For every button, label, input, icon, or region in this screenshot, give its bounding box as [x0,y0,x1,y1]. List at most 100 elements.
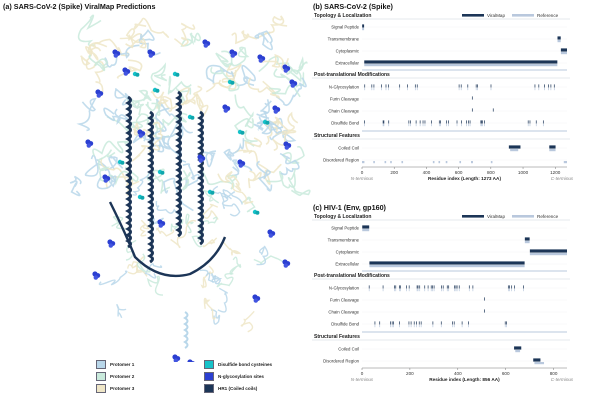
spike-viralmap-n-glycosylation-tick-5 [388,84,389,88]
spike-reference-n-glycosylation-tick-14 [477,88,478,91]
env-reference-disordered-region-seg-0 [534,362,545,365]
glycosylation-sphere [108,243,114,248]
env-x-axis-label: Residue index (Length: 856 AA) [429,377,500,382]
protomer-ribbon [205,64,235,84]
env-viralmap-n-glycosylation-tick-25 [472,285,474,289]
spike-viralmap-disulfide-bond-tick-23 [484,120,485,124]
transmembrane-stem [183,311,189,349]
protomer-ribbon [162,87,190,112]
spike-reference-disulfide-bond-tick-0 [364,124,365,127]
protomer-ribbon [254,30,273,51]
protomer-ribbon [264,15,288,35]
spike-reference-disordered-region-seg-1 [373,161,375,164]
spike-legend-viralmap-label: ViralMap [487,13,505,18]
protomer-ribbon [111,215,126,230]
protomer-ribbon [212,185,232,203]
env-reference-n-glycosylation-tick-2 [394,289,395,292]
spike-reference-disulfide-bond-tick-16 [461,124,462,127]
protomer-ribbon [146,168,171,194]
spike-viralmap-n-glycosylation-tick-4 [385,84,387,88]
env-viralmap-n-glycosylation-tick-4 [399,285,400,289]
protomer-ribbon [275,77,307,107]
spike-reference-disordered-region-seg-4 [401,161,404,164]
spike-reference-disulfide-bond-tick-15 [456,124,458,127]
glycosylation-sphere [273,109,278,114]
env-viralmap-n-glycosylation-tick-10 [419,285,421,289]
env-viralmap-disulfide-bond-tick-0 [374,321,376,325]
spike-reference-disordered-region-seg-7 [445,161,448,164]
spike-viralmap-n-glycosylation-tick-21 [553,84,555,88]
spike-viralmap-disulfide-bond-tick-24 [527,120,529,124]
legend-glycosylation-swatch [204,372,214,381]
env-viralmap-n-glycosylation-tick-3 [395,285,397,289]
protomer-ribbon [180,32,202,47]
protomer-ribbon [210,66,240,92]
env-row-label-transmembrane: Transmembrane [328,238,360,243]
spike-reference-disulfide-bond-tick-27 [542,124,544,127]
protomer-ribbon [104,44,140,68]
env-viralmap-n-glycosylation-tick-21 [455,285,457,289]
protomer-ribbon [96,155,124,172]
spike-reference-disordered-region-seg-2 [384,161,387,164]
protomer-ribbon [273,68,305,87]
env-legend-viralmap-label: ViralMap [487,214,505,219]
env-viralmap-n-glycosylation-tick-22 [456,285,458,289]
protomer-ribbon [231,30,271,45]
disulfide-cysteine-icon [120,160,125,165]
protomer-ribbon [200,265,214,289]
glycosylation-sphere [96,93,102,98]
glycosylation-site-icon [257,54,266,63]
env-viralmap-n-glycosylation-tick-18 [446,285,448,289]
spike-viralmap-n-glycosylation-tick-11 [460,84,462,88]
spike-reference-n-glycosylation-tick-11 [460,88,462,91]
spike-reference-disordered-region-seg-6 [438,161,441,164]
env-reference-disulfide-bond-tick-5 [399,325,400,328]
legend-protomer-1: Protomer 1 [96,360,134,369]
spike-row-label-coiled-coil: Coiled Coil [338,146,359,151]
legend-protomer-3: Protomer 3 [96,384,134,393]
spike-viralmap-disulfide-bond-tick-2 [383,120,385,124]
spike-legend-reference-label: Reference [537,13,559,18]
env-row-label-furin-cleavage: Furin Cleavage [330,298,360,303]
env-viralmap-n-glycosylation-tick-2 [394,285,395,289]
env-viralmap-furin-cleavage-tick-0 [484,297,485,301]
spike-reference-signal-peptide-seg-0 [362,28,365,31]
env-viralmap-n-glycosylation-tick-28 [511,285,513,289]
spike-reference-disulfide-bond-tick-8 [422,124,424,127]
protomer-ribbon [240,310,255,333]
spike-reference-disulfide-bond-tick-25 [529,124,531,127]
protomer-ribbon [272,119,297,151]
spike-reference-disulfide-bond-tick-6 [415,124,417,127]
protomer-ribbon [215,52,233,68]
spike-viralmap-disulfide-bond-tick-21 [481,120,483,124]
spike-reference-n-glycosylation-tick-8 [414,88,416,91]
env-reference-n-glycosylation-tick-12 [427,289,429,292]
env-x-tick-label-0: 0 [361,371,364,376]
protomer-ribbon [256,160,273,192]
spike-viralmap-n-glycosylation-tick-3 [381,84,382,88]
glycosylation-site-icon [267,229,276,238]
spike-x-tick-label-5: 1000 [518,170,529,175]
spike-viralmap-n-glycosylation-tick-20 [550,84,552,88]
env-viralmap-n-glycosylation-tick-15 [433,285,435,289]
spike-viralmap-disulfide-bond-tick-8 [422,120,424,124]
env-reference-disulfide-bond-tick-4 [393,325,394,328]
protomer-ribbon [136,253,151,273]
spike-reference-disordered-region-seg-10 [490,161,493,164]
protomer-ribbon [279,152,300,176]
env-reference-disulfide-bond-tick-16 [461,325,463,328]
env-row-label-cytoplasmic: Cytoplasmic [336,250,360,255]
env-reference-coiled-coil-seg-0 [515,350,521,353]
env-viralmap-disulfide-bond-tick-9 [416,321,417,325]
legend-disulfide-label: Disulfide bond cysteines [218,362,273,367]
env-reference-n-glycosylation-tick-6 [406,289,407,292]
glycosylation-sphere [123,71,128,76]
glycosylation-site-icon [222,104,231,113]
env-reference-n-glycosylation-tick-22 [456,289,458,292]
glycosylation-site-icon [85,139,94,148]
spike-reference-disulfide-bond-tick-12 [440,124,441,127]
disulfide-cysteine-icon [190,115,195,120]
env-viralmap-disulfide-bond-tick-10 [418,321,420,325]
spike-viralmap-disulfide-bond-tick-6 [415,120,417,124]
spike-x-tick-label-3: 600 [455,170,463,175]
